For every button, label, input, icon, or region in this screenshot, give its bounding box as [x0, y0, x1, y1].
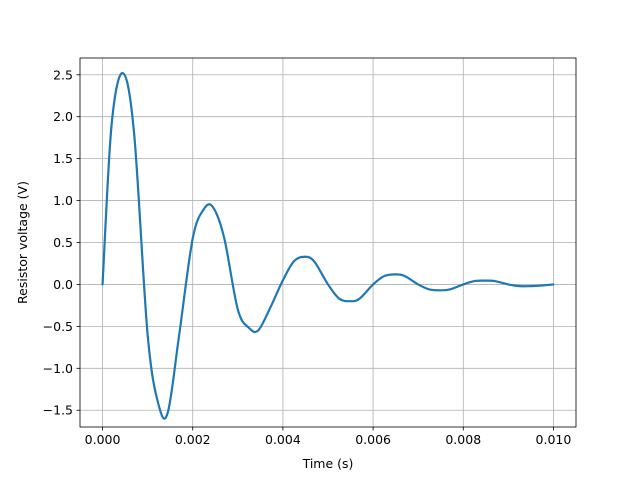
y-tick-label: −1.5 [43, 403, 73, 418]
series-line [101, 72, 555, 420]
y-axis-title: Resistor voltage (V) [15, 181, 30, 304]
tick-layer: 0.000 0.002 0.004 0.006 0.008 0.010 −1.5 −1.0 −0… [43, 67, 572, 447]
x-tick-label: 0.002 [175, 432, 211, 447]
x-tick-label: 0.010 [536, 432, 572, 447]
x-tick-label: 0.006 [355, 432, 391, 447]
y-tick-label: 1.0 [53, 193, 73, 208]
y-tick-label: −1.0 [43, 361, 73, 376]
series-layer [101, 72, 555, 420]
y-tick-label: 0.0 [53, 277, 73, 292]
y-tick-label: 1.5 [53, 151, 73, 166]
y-tick-label: 0.5 [53, 235, 73, 250]
x-tick-label: 0.008 [445, 432, 481, 447]
x-axis-title: Time (s) [302, 456, 354, 471]
y-tick-label: 2.5 [53, 67, 73, 82]
y-tick-label: 2.0 [53, 109, 73, 124]
y-tick-label: −0.5 [43, 319, 73, 334]
grid [80, 58, 576, 427]
x-tick-label: 0.004 [265, 432, 301, 447]
x-tick-label: 0.000 [85, 432, 121, 447]
